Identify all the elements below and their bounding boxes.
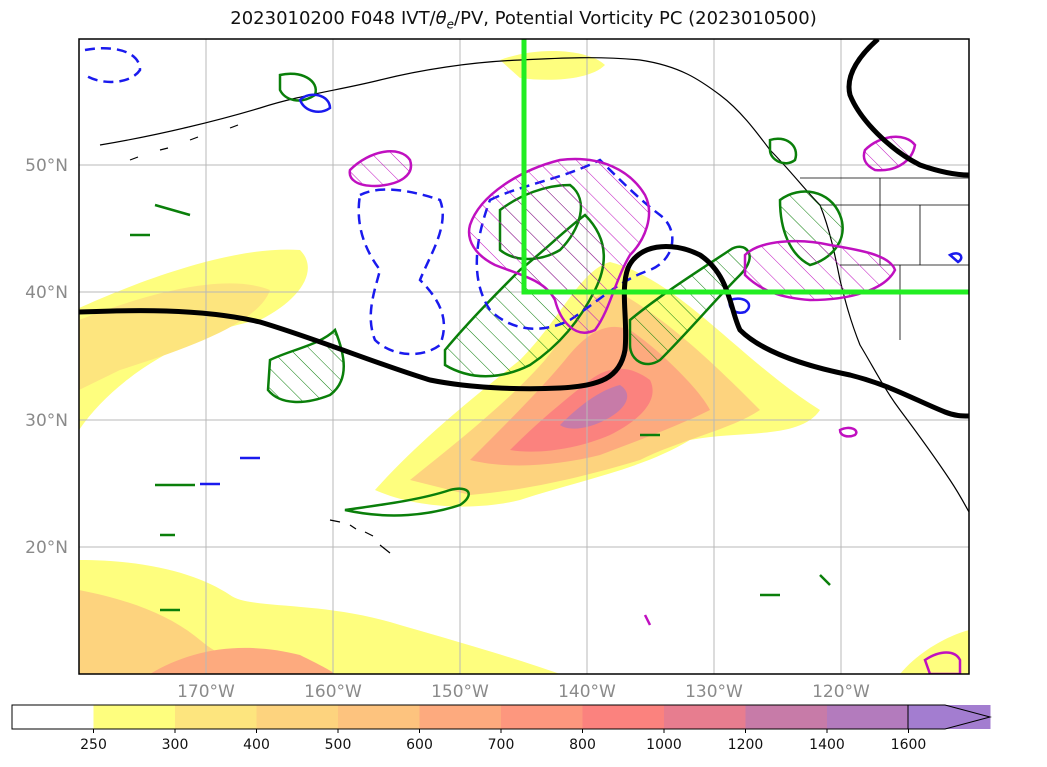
magenta-contour-east — [743, 239, 897, 302]
green-contour-western — [266, 327, 345, 404]
green-contour-dots — [130, 203, 831, 612]
colorbar-tick-label: 250 — [80, 737, 107, 753]
blue-dashed-contour-main — [357, 188, 446, 356]
colorbar-segment — [93, 705, 176, 729]
colorbar-segment — [827, 705, 909, 729]
ivt-shading — [79, 50, 969, 674]
colorbar-segment — [745, 705, 828, 729]
title-theta-sub: e — [446, 17, 455, 32]
map-title: 2023010200 F048 IVT/θe/PV, Potential Vor… — [0, 8, 1047, 32]
black-contour-north — [846, 39, 969, 178]
map-layers — [79, 39, 969, 674]
lat-label-50: 50°N — [25, 156, 68, 176]
ivt-south-400 — [79, 590, 300, 674]
colorbar-outline — [11, 704, 909, 730]
lat-label-20: 20°N — [25, 538, 68, 558]
colorbar-segment — [175, 705, 257, 729]
colorbar-tick-label: 1200 — [728, 737, 764, 753]
colorbar-tick-label: 300 — [162, 737, 189, 753]
colorbar-segment — [501, 705, 583, 729]
blue-dashed-contour-nw — [84, 46, 142, 84]
pv-anomaly-contours — [348, 135, 962, 674]
region-box-outline — [521, 39, 969, 295]
magenta-contour-small-3 — [923, 651, 962, 674]
negative-pv-contours — [84, 46, 674, 356]
title-theta: θ — [435, 8, 447, 29]
ivt-plume-1200 — [560, 385, 628, 429]
magenta-contour-small-2 — [643, 614, 652, 626]
region-box — [521, 39, 969, 295]
colorbar-segment — [338, 705, 420, 729]
colorbar-tick-label: 500 — [325, 737, 352, 753]
state-borders — [800, 177, 969, 340]
lon-label-130w: 130°W — [685, 682, 743, 702]
magenta-contour-west — [348, 150, 413, 188]
colorbar-tick-label: 1600 — [891, 737, 927, 753]
title-prefix: 2023010200 F048 IVT/ — [230, 8, 436, 29]
colorbar-tick-label: 1400 — [809, 737, 845, 753]
lon-label-120w: 120°W — [812, 682, 870, 702]
green-contour-alaska — [768, 137, 798, 165]
alaska-coast — [99, 57, 821, 206]
lon-label-170w: 170°W — [177, 682, 235, 702]
colorbar-segment — [256, 705, 339, 729]
lat-label-30: 30°N — [25, 411, 68, 431]
lat-label-40: 40°N — [25, 283, 68, 303]
lon-labels: 170°W 160°W 150°W 140°W 130°W 120°W — [177, 682, 870, 702]
hawaii-islands — [329, 519, 391, 554]
title-suffix: /PV, Potential Vorticity PC (2023010500) — [454, 8, 817, 29]
green-contour-south — [344, 487, 470, 517]
lon-label-160w: 160°W — [304, 682, 362, 702]
map-frame — [78, 38, 970, 675]
colorbar: 250 300 400 500 600 700 800 1000 1200 1400 1600 — [11, 704, 992, 753]
colorbar-tick-label: 600 — [406, 737, 433, 753]
colorbar-segment — [664, 705, 746, 729]
aleutian-chain — [129, 124, 239, 161]
ivt-south-600 — [150, 647, 335, 674]
magenta-contour-main — [467, 157, 651, 334]
colorbar-segment — [419, 705, 502, 729]
colorbar-tick-label: 1000 — [646, 737, 682, 753]
colorbar-extend-arrow — [908, 704, 992, 730]
colorbar-tick-label: 800 — [569, 737, 596, 753]
colorbar-tick-label: 700 — [488, 737, 515, 753]
lon-label-150w: 150°W — [431, 682, 489, 702]
lat-labels: 50°N 40°N 30°N 20°N — [25, 156, 68, 558]
blue-contour-5 — [947, 252, 963, 264]
colorbar-tick-label: 400 — [243, 737, 270, 753]
magenta-contour-small-1 — [838, 426, 858, 438]
blue-contour-1 — [298, 93, 332, 113]
colorbar-segment — [12, 705, 94, 729]
lon-label-140w: 140°W — [558, 682, 616, 702]
blue-dashed-contour-east — [475, 158, 674, 330]
colorbar-segment — [582, 705, 665, 729]
magenta-contour-ne — [862, 135, 917, 172]
ivt-se-250 — [900, 630, 969, 674]
